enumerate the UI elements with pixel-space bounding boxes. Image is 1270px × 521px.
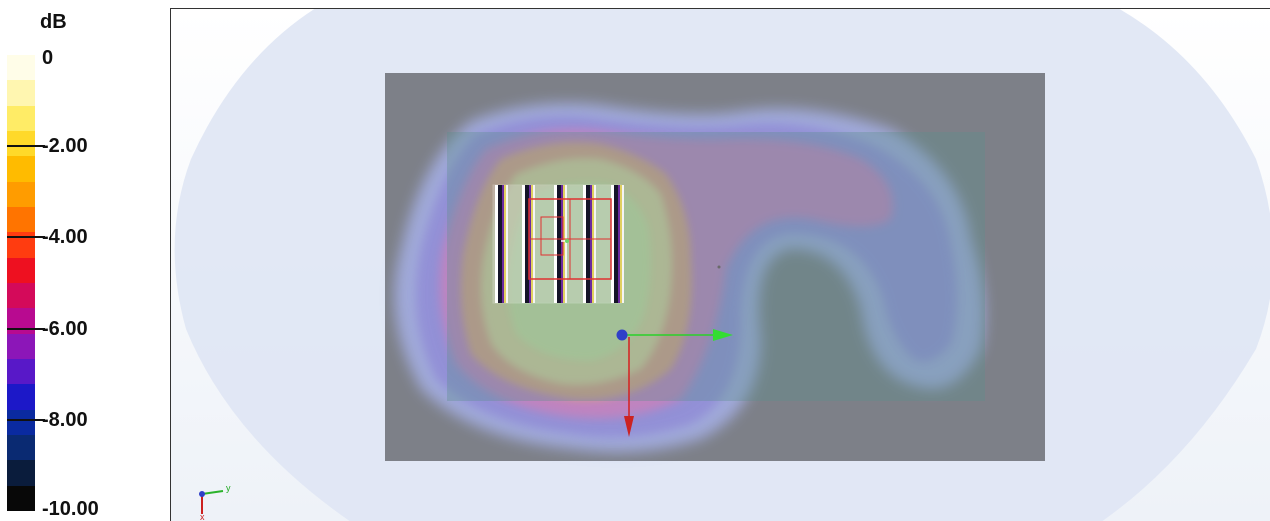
- legend-tick-label: -4.00: [42, 226, 88, 249]
- legend-swatch: [7, 131, 35, 157]
- legend-swatch: [7, 435, 35, 461]
- legend-tick-mark: [7, 145, 45, 148]
- legend-swatch: [7, 460, 35, 487]
- legend-swatch: [7, 308, 35, 335]
- field-heatmap: [394, 103, 985, 453]
- legend-tick-label: -2.00: [42, 135, 88, 158]
- legend-tick-label: -8.00: [42, 408, 88, 431]
- field-plot-scene: y x: [171, 9, 1270, 521]
- legend-swatch: [7, 80, 35, 107]
- legend-swatch: [7, 359, 35, 385]
- antenna-element: [611, 185, 624, 303]
- legend-swatch: [7, 105, 35, 132]
- legend-swatch: [7, 283, 35, 309]
- origin-axis-triad: [616, 329, 733, 437]
- legend-swatch: [7, 485, 35, 512]
- legend-tick-mark: [7, 327, 45, 330]
- antenna-element: [495, 185, 508, 303]
- legend-swatch: [7, 333, 35, 360]
- antenna-element: [554, 185, 567, 303]
- corner-axis-triad: y x: [199, 483, 231, 521]
- legend-swatch: [7, 257, 35, 284]
- antenna-array: [492, 184, 624, 304]
- antenna-element: [522, 185, 535, 303]
- probe-point: [717, 265, 721, 269]
- legend-swatch: [7, 409, 35, 436]
- legend-swatch: [7, 207, 35, 233]
- corner-axis-x-label: x: [200, 512, 205, 521]
- antenna-element: [583, 185, 596, 303]
- legend-tick-label: -10.00: [42, 498, 99, 520]
- legend-tick-label: 0: [42, 47, 54, 69]
- substrate-overlay: [447, 132, 985, 401]
- color-legend: dB 0 -2.00 -4.00 -6.00 -8.00 -10.00: [0, 0, 168, 521]
- legend-color-bar: [7, 55, 45, 512]
- legend-swatch: [7, 156, 35, 183]
- corner-axis-y-label: y: [226, 483, 231, 493]
- legend-swatch: [7, 181, 35, 208]
- legend-tick-mark: [7, 418, 45, 421]
- legend-tick-label: -6.00: [42, 317, 88, 340]
- legend-unit-label: dB: [40, 11, 67, 33]
- 3d-viewport[interactable]: y x: [170, 8, 1270, 521]
- legend-swatch: [7, 55, 35, 81]
- legend-swatch: [7, 384, 35, 411]
- legend-tick-mark: [7, 236, 45, 239]
